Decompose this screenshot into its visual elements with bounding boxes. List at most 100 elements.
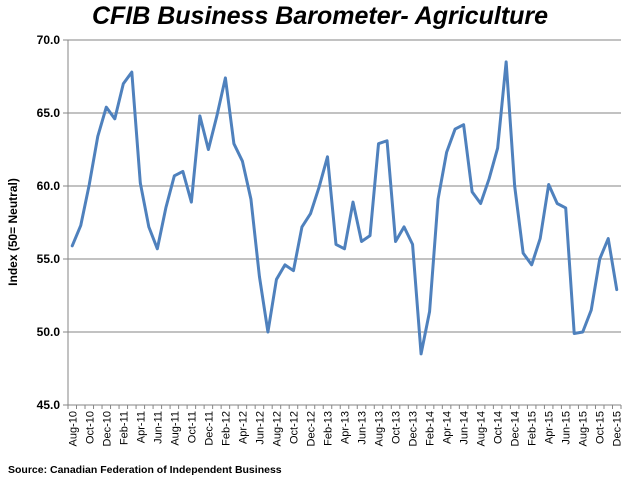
data-point — [556, 202, 558, 205]
data-point — [267, 331, 269, 333]
data-point — [581, 331, 584, 333]
x-tick-labels: Aug-10 Oct-10 Dec-10 Feb-11 Apr-11 Jun-11 Aug-… — [67, 411, 623, 446]
data-point — [131, 71, 133, 73]
data-point — [428, 310, 431, 313]
y-tick-label: 50.0 — [37, 325, 61, 339]
data-point — [547, 183, 550, 186]
x-tick-label: Oct-14 — [493, 411, 505, 444]
data-point — [71, 245, 74, 247]
gridlines — [68, 39, 621, 406]
data-point — [539, 237, 541, 240]
data-point — [216, 115, 218, 117]
x-tick-label: Jun-13 — [357, 411, 369, 445]
data-point — [148, 226, 150, 228]
x-tick-label: Dec-15 — [612, 411, 624, 446]
data-point — [590, 309, 593, 311]
x-tick-label: Aug-11 — [169, 411, 181, 446]
x-tick-label: Feb-12 — [220, 411, 232, 446]
data-point — [182, 170, 184, 173]
data-point — [139, 182, 142, 184]
x-tick-label: Jun-15 — [561, 411, 573, 445]
data-point — [250, 198, 252, 200]
x-tick-label: Apr-11 — [135, 411, 147, 443]
data-point — [156, 247, 159, 250]
x-tick-label: Aug-12 — [271, 411, 283, 446]
data-point — [233, 142, 235, 145]
data-point — [113, 118, 116, 120]
data-point — [318, 186, 320, 189]
data-point — [564, 207, 567, 209]
x-tick-label: Jun-12 — [254, 411, 266, 445]
axes — [63, 39, 622, 409]
x-tick-label: Oct-10 — [84, 411, 96, 444]
data-point — [309, 212, 312, 215]
data-point — [437, 198, 439, 200]
data-point — [479, 202, 482, 205]
x-tick-label: Dec-11 — [203, 411, 215, 446]
data-point — [496, 147, 499, 149]
x-tick-label: Dec-14 — [510, 411, 522, 446]
data-point — [224, 77, 227, 79]
y-tick-labels: 45.0 50.0 55.0 60.0 65.0 70.0 — [37, 33, 61, 412]
x-tick-label: Aug-15 — [578, 411, 590, 446]
data-point — [326, 156, 329, 158]
x-tick-label: Oct-13 — [391, 411, 403, 444]
data-point — [165, 207, 167, 209]
data-point — [335, 243, 337, 246]
data-point — [343, 247, 346, 250]
data-point — [88, 183, 91, 186]
data-point — [386, 139, 388, 142]
data-point — [241, 160, 244, 162]
data-point — [607, 237, 610, 240]
x-tick-label: Apr-12 — [237, 411, 249, 444]
data-point — [598, 258, 601, 260]
data-point — [420, 353, 422, 355]
x-tick-label: Feb-15 — [527, 411, 539, 446]
data-point — [394, 240, 397, 243]
x-tick-label: Aug-14 — [476, 411, 488, 446]
data-point — [207, 148, 210, 151]
data-point — [258, 275, 261, 278]
data-point — [403, 226, 405, 228]
y-tick-label: 45.0 — [37, 398, 61, 412]
x-tick-label: Dec-13 — [408, 411, 420, 446]
x-tick-label: Aug-13 — [374, 411, 386, 446]
x-tick-label: Feb-14 — [425, 411, 437, 446]
data-point — [79, 224, 82, 227]
data-point — [488, 177, 490, 180]
x-tick-label: Oct-12 — [288, 411, 300, 444]
x-tick-label: Feb-11 — [118, 411, 130, 445]
data-point — [173, 174, 176, 177]
data-point — [96, 135, 99, 138]
data-point — [505, 61, 507, 63]
data-point — [301, 226, 303, 228]
data-point — [284, 264, 286, 266]
data-point — [445, 151, 448, 154]
series-line — [70, 60, 619, 356]
y-tick-label: 65.0 — [37, 106, 61, 120]
data-point — [199, 115, 201, 117]
y-axis-label: Index (50= Neutral) — [6, 178, 20, 286]
x-tick-label: Jun-14 — [459, 411, 471, 445]
x-tick-label: Oct-11 — [186, 411, 198, 443]
x-tick-label: Dec-10 — [101, 411, 113, 446]
x-tick-label: Apr-14 — [442, 411, 454, 444]
data-point — [122, 83, 125, 85]
source-note: Source: Canadian Federation of Independe… — [8, 464, 282, 476]
data-point — [411, 243, 414, 246]
data-point — [352, 201, 354, 203]
data-point — [462, 123, 465, 126]
data-point — [471, 191, 473, 193]
x-tick-label: Jun-11 — [152, 411, 164, 444]
data-point — [615, 288, 618, 291]
data-point — [369, 234, 371, 237]
x-tick-label: Dec-12 — [305, 411, 317, 446]
y-tick-label: 55.0 — [37, 252, 61, 266]
series-layer — [70, 60, 619, 356]
x-tick-label: Oct-15 — [595, 411, 607, 444]
y-tick-label: 60.0 — [37, 179, 61, 193]
data-point — [454, 128, 456, 130]
y-tick-label: 70.0 — [37, 33, 61, 47]
data-point — [377, 142, 380, 145]
